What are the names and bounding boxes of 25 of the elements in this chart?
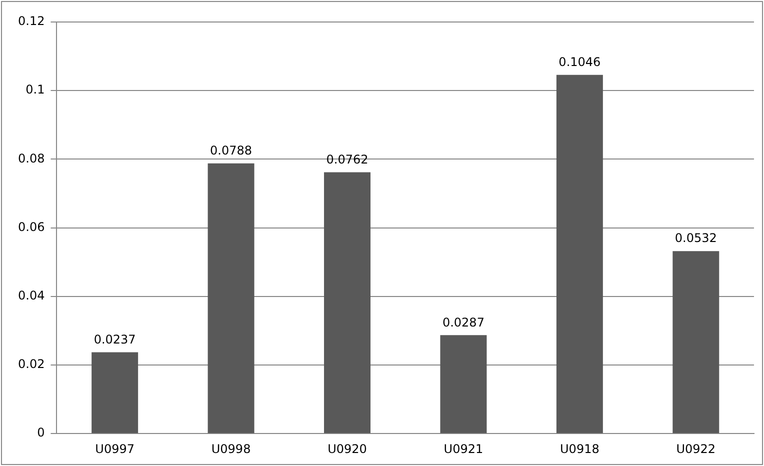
data-label: 0.0788 <box>210 143 252 158</box>
bar <box>208 163 254 434</box>
x-tick-label: U0921 <box>444 442 484 456</box>
y-tick-label: 0.02 <box>18 357 45 372</box>
y-tick-label: 0.1 <box>26 82 45 97</box>
bar <box>556 74 603 434</box>
bar <box>324 172 370 434</box>
y-tick-label: 0.06 <box>18 220 45 234</box>
y-tick-label: 0.08 <box>18 151 45 166</box>
bar <box>672 251 720 434</box>
data-label: 0.0762 <box>326 152 368 166</box>
bar <box>92 352 138 434</box>
x-tick-label: U0920 <box>328 442 367 456</box>
y-tick-label: 0 <box>37 426 45 440</box>
x-tick-label: U0922 <box>676 442 716 456</box>
data-label: 0.1046 <box>558 54 601 69</box>
bar <box>440 335 487 434</box>
y-tick-label: 0.04 <box>18 288 45 303</box>
x-tick-label: U0918 <box>560 442 600 456</box>
y-tick-label: 0.12 <box>18 14 45 28</box>
x-tick-label: U0998 <box>211 442 251 456</box>
x-tick-label: U0997 <box>95 442 134 456</box>
data-label: 0.0532 <box>674 231 717 246</box>
data-label: 0.0287 <box>442 315 484 330</box>
data-label: 0.0237 <box>94 332 136 346</box>
